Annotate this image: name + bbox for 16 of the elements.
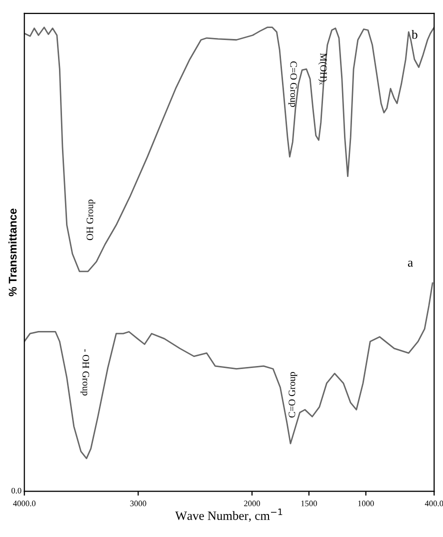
x-tick-label: 2000 <box>244 500 260 506</box>
x-tick-label: 3000 <box>130 500 146 506</box>
y-axis-title: % Transmittance <box>8 208 17 296</box>
annotation: - OH Group <box>80 349 90 396</box>
x-tick-label: 400.0 <box>424 500 443 506</box>
x-tick-label: 1000 <box>358 500 374 506</box>
annotation: C=O Group <box>288 61 297 107</box>
text: 0.0 <box>11 488 22 494</box>
annotation: M(OH)ₓ <box>318 53 328 85</box>
annotation: C=O Group <box>288 372 298 418</box>
text: a <box>408 260 413 267</box>
series-label: b <box>412 30 418 39</box>
x-tick-label: 4000.0 <box>13 500 36 506</box>
x-tick-label: 1500 <box>301 500 317 506</box>
annotation: OH Group <box>86 200 96 240</box>
x-axis-title: Wave Number, cm$^{−1}$ <box>175 508 282 522</box>
